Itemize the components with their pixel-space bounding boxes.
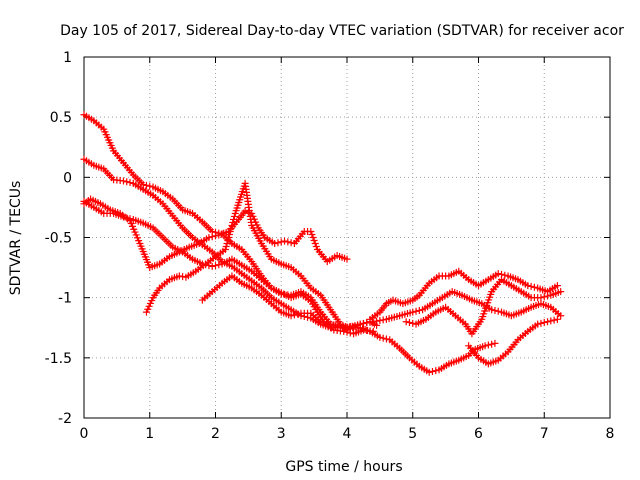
y-tick-label: -1 (58, 291, 72, 307)
series-line (369, 270, 558, 320)
series-2 (80, 155, 351, 334)
series-line (83, 158, 348, 331)
y-tick-label: 0 (63, 170, 72, 186)
chart-title: Day 105 of 2017, Sidereal Day-to-day VTE… (60, 23, 624, 39)
x-tick-label: 8 (606, 426, 615, 442)
x-tick-label: 4 (343, 426, 352, 442)
series-9 (402, 276, 565, 338)
x-tick-label: 0 (80, 426, 89, 442)
x-axis-label: GPS time / hours (285, 459, 402, 475)
y-tick-label: -2 (58, 411, 72, 427)
series-10 (465, 315, 561, 368)
series-line (346, 290, 562, 329)
series-line (468, 318, 558, 365)
axis-ticks: 0 1 2 3 4 5 6 7 8 1 0.5 0 -0.5 -1 -1.5 -2 (45, 50, 615, 442)
y-tick-label: 0.5 (50, 110, 72, 126)
x-tick-label: 3 (277, 426, 286, 442)
x-tick-label: 1 (145, 426, 154, 442)
data-series (80, 111, 565, 376)
series-5 (142, 179, 381, 333)
series-6 (198, 272, 499, 376)
series-line (145, 183, 377, 330)
series-8 (343, 288, 565, 332)
y-tick-label: 1 (63, 50, 72, 66)
y-axis-label: SDTVAR / TECUs (8, 181, 24, 296)
data-point-marker (557, 312, 565, 320)
y-tick-label: -1.5 (45, 351, 72, 367)
series-1 (80, 111, 377, 338)
grid (84, 57, 610, 418)
y-tick-label: -0.5 (45, 231, 72, 247)
series-line (406, 278, 561, 335)
x-tick-label: 2 (211, 426, 220, 442)
series-line (83, 114, 374, 335)
x-tick-label: 7 (540, 426, 549, 442)
series-line (83, 198, 348, 269)
x-tick-label: 6 (474, 426, 483, 442)
series-7 (366, 267, 561, 323)
series-line (83, 200, 341, 328)
x-tick-label: 5 (408, 426, 417, 442)
